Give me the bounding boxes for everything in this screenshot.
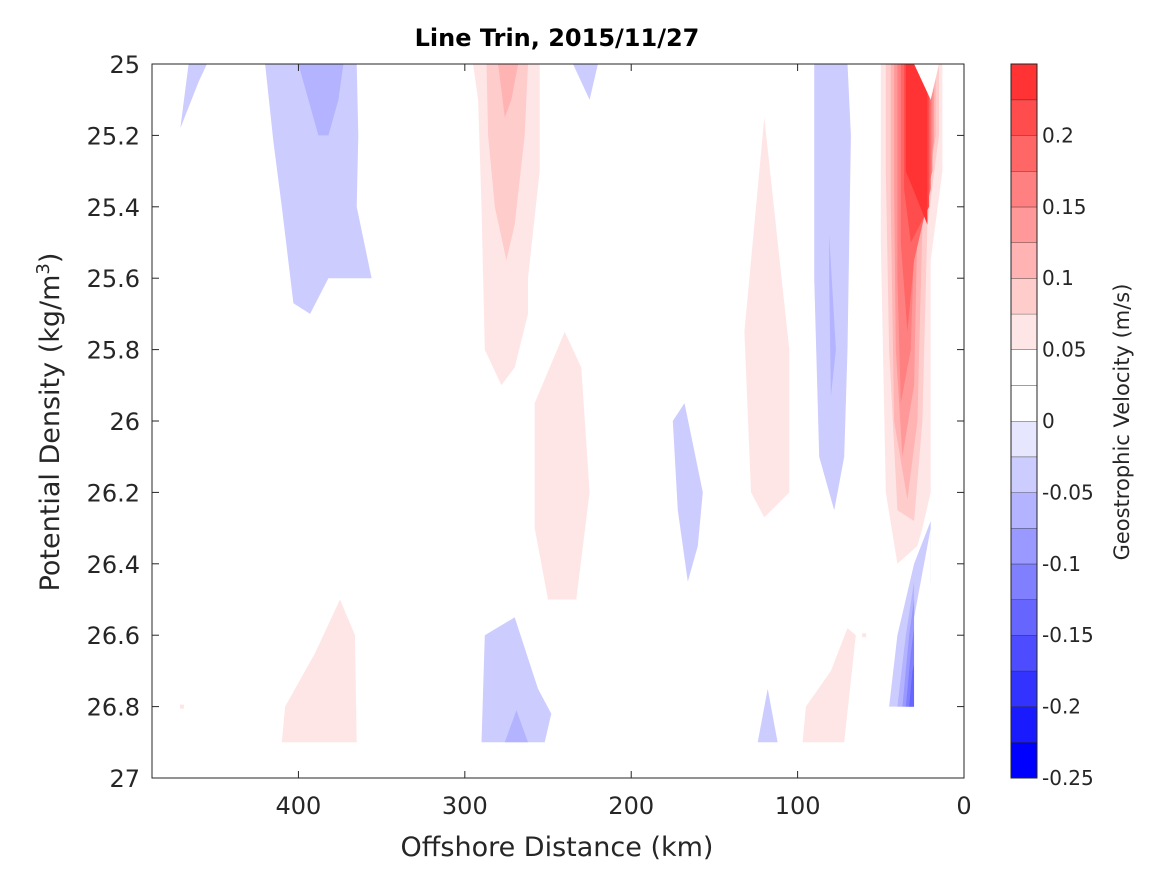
contour-region-neg-a [180,64,207,129]
colorbar-label: Geostrophic Velocity (m/s) [1110,284,1134,561]
colorbar-tick-label: -0.2 [1042,695,1081,719]
y-tick-label: 26.8 [87,694,140,722]
colorbar-band [1011,135,1037,172]
x-tick-label: 200 [608,792,654,820]
contour-point-dot-pos-mid [862,633,867,638]
colorbar-band [1011,313,1037,350]
y-tick-label: 26.2 [87,479,140,507]
y-tick-label: 26 [109,408,140,436]
colorbar-band [1011,242,1037,279]
y-tick-label: 25.6 [87,265,140,293]
contour-gap-white-top-right [914,64,939,100]
y-axis-label: Potential Density (kg/m3) [33,253,66,592]
contour-region-neg-d [672,403,703,582]
colorbar-band [1011,206,1037,243]
contour-region-neg-e-core [829,235,836,396]
colorbar-band [1011,563,1037,600]
colorbar-band [1011,670,1037,707]
colorbar-tick-label: 0.05 [1042,338,1087,362]
y-axis-label-sup: 3 [33,263,54,274]
y-tick-label: 25.4 [87,194,140,222]
colorbar-tick-label: 0 [1042,409,1055,433]
colorbar-band [1011,706,1037,743]
chart-title: Line Trin, 2015/11/27 [415,24,700,52]
contour-region-neg-c [573,64,598,100]
contour-region-pos-a1 [486,64,528,261]
colorbar-band [1011,99,1037,136]
contour-region-neg-b-core [298,64,344,136]
contour-region-pos-e [802,628,856,743]
contour-region-neg-e [814,64,851,511]
plot-area [152,64,964,778]
colorbar-tick-label: -0.05 [1042,480,1094,504]
colorbar-band [1011,456,1037,493]
contour-gap-white-below-neg-h [914,528,931,707]
contour-region-pos-f7 [905,64,928,225]
y-tick-label: 25 [109,51,140,79]
contour-point-dot-pos-left [179,704,184,709]
y-axis-label-suffix: ) [35,253,66,264]
colorbar-band [1011,421,1037,457]
colorbar-tick-label: -0.25 [1042,766,1094,790]
colorbar-band [1011,385,1037,421]
contour-region-pos-a2 [498,64,519,118]
colorbar-band [1011,599,1037,636]
y-axis: 25 25.2 25.4 25.6 25.8 26 26.2 26.4 26.6 26.8 27 [87,51,964,793]
y-tick-label: 26.4 [87,551,140,579]
y-tick-label: 26.6 [87,622,140,650]
colorbar-tick-label: -0.1 [1042,552,1081,576]
colorbar-tick-label: -0.15 [1042,623,1094,647]
colorbar: -0.25 -0.2 -0.15 -0.1 -0.05 0 0.05 0.1 0.15 0.2 [1010,63,1094,790]
colorbar-band [1011,278,1037,314]
colorbar-band [1011,64,1037,100]
y-tick-label: 27 [109,765,140,793]
contour-region-neg-f [481,617,552,743]
x-axis: 400 300 200 100 0 [276,64,972,820]
colorbar-frame [1010,63,1038,779]
colorbar-tick-label: 0.2 [1042,123,1074,147]
y-axis-label-prefix: Potential Density (kg/m [35,275,66,592]
x-tick-label: 400 [276,792,322,820]
colorbar-band [1011,492,1037,529]
colorbar-band [1011,635,1037,671]
contour-region-pos-b [534,331,590,600]
colorbar-band [1011,528,1037,564]
contour-region-pos-c [744,117,790,518]
x-tick-label: 100 [775,792,821,820]
y-tick-label: 25.2 [87,122,140,150]
contour-region-pos-d [281,599,357,743]
y-tick-label: 25.8 [87,337,140,365]
contour-gap-white-right-gap [934,206,951,421]
contour-region-neg-g [757,688,778,743]
x-tick-label: 0 [956,792,971,820]
x-axis-label: Offshore Distance (km) [401,832,714,863]
colorbar-tick-label: 0.15 [1042,195,1087,219]
contour-region-neg-h4 [909,663,915,707]
colorbar-band [1011,742,1037,778]
colorbar-band [1011,171,1037,207]
colorbar-band [1011,349,1037,386]
colorbar-tick-label: 0.1 [1042,266,1074,290]
contour-region-neg-b [265,64,372,314]
contour-region-neg-f-core [504,710,528,743]
x-tick-label: 300 [442,792,488,820]
